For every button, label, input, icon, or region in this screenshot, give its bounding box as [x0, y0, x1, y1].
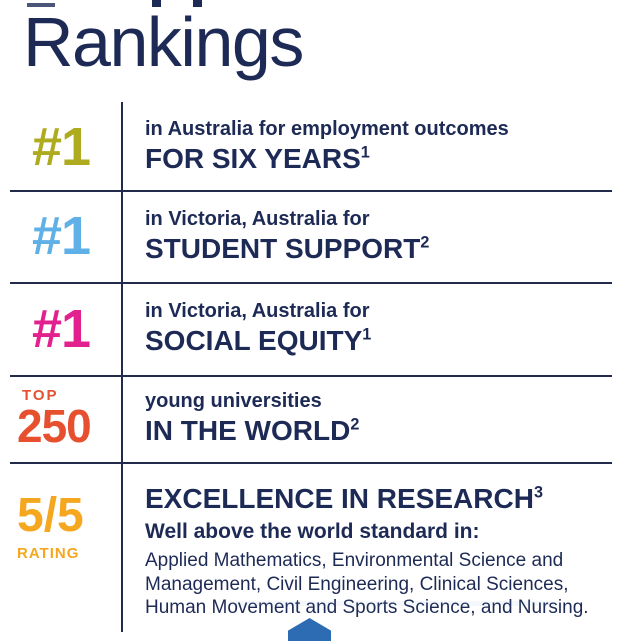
footnote-marker: 3: [533, 483, 543, 502]
ranking-description: in Victoria, Australia for: [145, 207, 370, 230]
rank-value: #1: [31, 298, 91, 359]
detail-line: Applied Mathematics, Environmental Scien…: [145, 550, 564, 572]
rank-value: 250: [17, 400, 92, 453]
vertical-divider: [121, 102, 123, 632]
ranking-row-student-support: #1 in Victoria, Australia for STUDENT SU…: [0, 190, 622, 282]
row-divider: [10, 375, 612, 377]
rank-prefix: TOP: [22, 387, 59, 405]
ranking-highlight: STUDENT SUPPORT2: [145, 232, 430, 264]
ranking-row-research-excellence: 5/5 RATING EXCELLENCE IN RESEARCH3 Well …: [0, 462, 622, 632]
ranking-row-young-universities: TOP 250 young universities IN THE WORLD2: [0, 375, 622, 462]
ranking-highlight: EXCELLENCE IN RESEARCH3: [145, 483, 543, 514]
row-divider: [10, 462, 612, 464]
page-title: Rankings: [23, 3, 304, 81]
ranking-highlight: SOCIAL EQUITY1: [145, 325, 372, 357]
ranking-row-employment: #1 in Australia for employment outcomes …: [0, 103, 622, 190]
rank-suffix: RATING: [17, 545, 80, 562]
ranking-description: in Victoria, Australia for: [145, 300, 370, 323]
ranking-description: in Australia for employment outcomes: [145, 118, 509, 141]
rank-value: #1: [31, 206, 91, 266]
footnote-marker: 2: [420, 233, 430, 252]
faint-artifact: [230, 601, 560, 606]
ranking-highlight: IN THE WORLD2: [145, 415, 360, 447]
row-divider: [10, 190, 612, 192]
rank-value: 5/5: [17, 489, 84, 542]
ranking-detail-text: Applied Mathematics, Environmental Scien…: [145, 549, 622, 620]
ranking-row-social-equity: #1 in Victoria, Australia for SOCIAL EQU…: [0, 282, 622, 375]
cropped-artifact-mark: [27, 3, 55, 7]
footnote-marker: 1: [360, 143, 370, 162]
row-divider: [10, 282, 612, 284]
ranking-highlight: FOR SIX YEARS1: [145, 143, 370, 175]
detail-line: Management, Civil Engineering, Clinical …: [145, 573, 569, 595]
footnote-marker: 2: [350, 415, 360, 434]
cropped-artifact-mark: [193, 0, 202, 7]
ranking-subheading: Well above the world standard in:: [145, 519, 480, 543]
cropped-artifact-mark: [152, 0, 161, 7]
footnote-marker: 1: [362, 325, 372, 344]
detail-line: Human Movement and Sports Science, and N…: [145, 597, 589, 619]
ranking-description: young universities: [145, 390, 322, 413]
rank-value: #1: [31, 116, 91, 177]
